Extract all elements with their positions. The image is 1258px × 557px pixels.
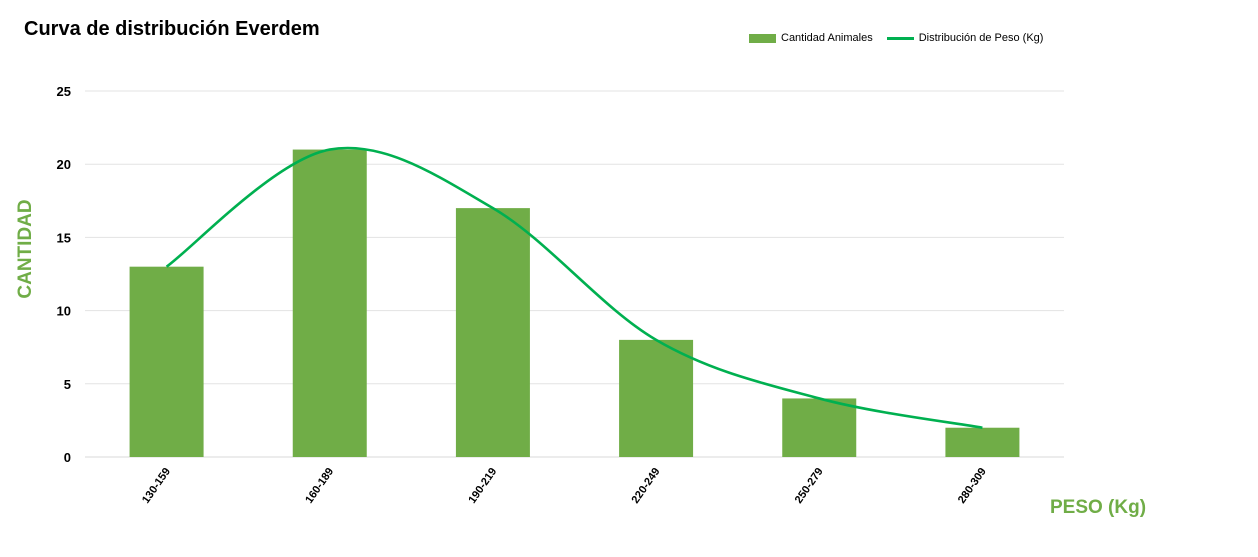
bar-series [129,149,1020,457]
legend-label-line: Distribución de Peso (Kg) [918,32,1044,44]
line-series [165,146,983,429]
y-axis-ticks: 0 5 10 15 20 25 [57,84,71,465]
bar-280-309 [945,427,1020,457]
x-tick-label: 160-189 [303,466,336,506]
y-tick-label: 25 [57,84,71,99]
bar-160-189 [292,149,367,457]
legend: Cantidad Animales Distribución de Peso (… [749,32,1057,44]
chart-title: Curva de distribución Everdem [24,18,320,40]
y-tick-label: 5 [64,377,71,392]
y-axis-title: CANTIDAD [15,199,36,298]
x-tick-label: 190-219 [466,466,499,506]
gridlines [85,90,1064,458]
x-tick-label: 130-159 [140,466,173,506]
x-tick-label: 250-279 [793,466,826,506]
bar-250-279 [782,398,857,457]
y-tick-label: 20 [57,157,71,172]
legend-item-line: Distribución de Peso (Kg) [886,32,1044,44]
legend-label-bars: Cantidad Animales [781,32,873,44]
legend-swatch-bars [749,33,776,43]
y-tick-label: 0 [64,450,71,465]
legend-item-bars: Cantidad Animales [749,32,873,44]
y-tick-label: 15 [57,230,71,245]
legend-swatch-line [886,36,914,40]
bar-130-159 [129,266,204,457]
bar-190-219 [455,208,530,457]
x-tick-label: 280-309 [956,466,989,506]
bar-220-249 [619,339,694,457]
x-axis-ticks: 130-159 160-189 190-219 220-249 250-279 280-3… [140,466,989,506]
x-axis-title: PESO (Kg) [1050,497,1146,518]
x-tick-label: 220-249 [630,466,663,506]
distribution-line [165,146,983,429]
y-tick-label: 10 [57,304,71,319]
